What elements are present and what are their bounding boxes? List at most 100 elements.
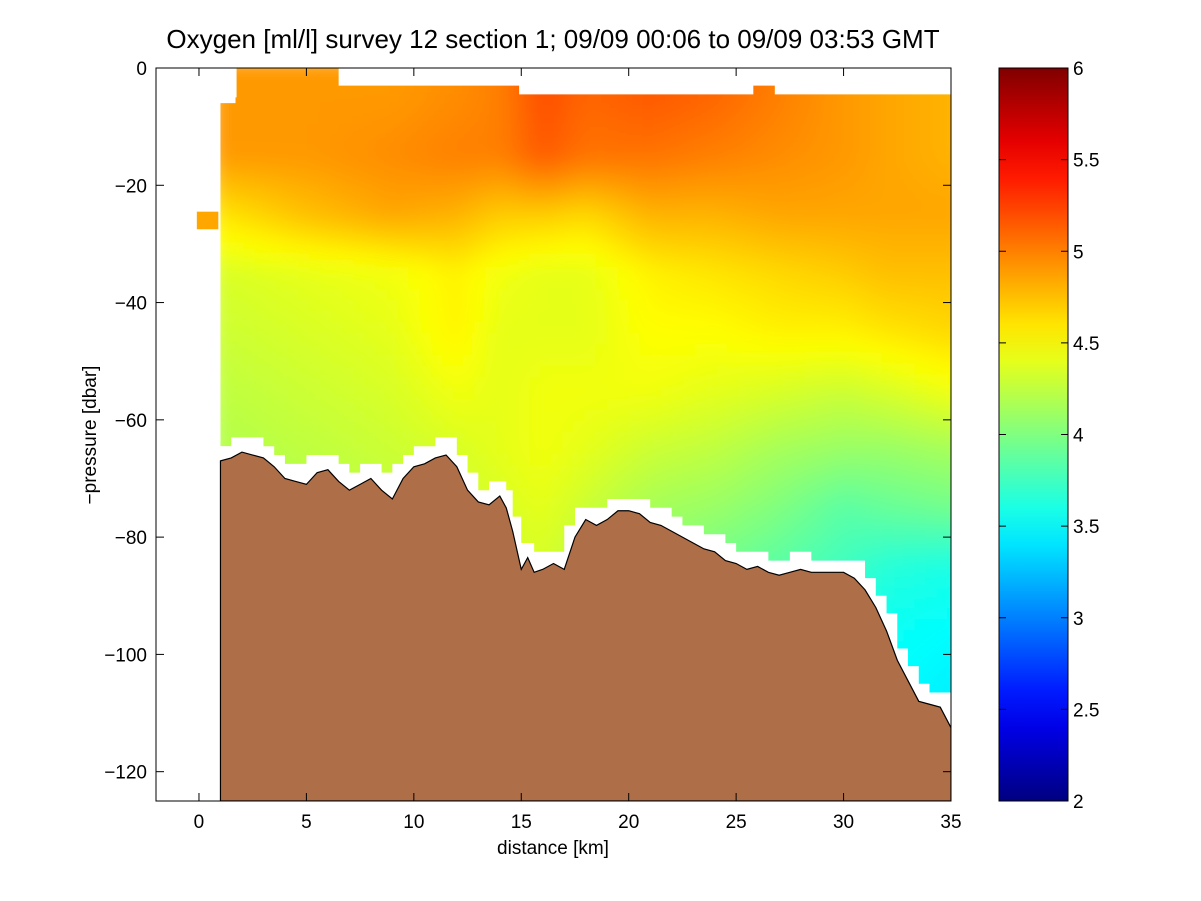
oxygen-field-cell [331,223,344,235]
oxygen-field-cell [430,289,443,301]
oxygen-field-cell [441,102,454,114]
oxygen-field-cell [771,201,784,213]
oxygen-field-cell [485,311,498,323]
oxygen-field-cell [815,476,828,488]
oxygen-field-cell [771,806,783,818]
oxygen-field-cell [551,806,563,818]
oxygen-field-cell [463,443,476,455]
oxygen-field-cell [595,267,608,279]
oxygen-field-cell [639,212,652,224]
oxygen-field-cell [914,531,927,543]
oxygen-field-cell [958,465,970,477]
oxygen-field-cell [925,377,938,389]
oxygen-field-cell [485,201,498,213]
oxygen-field-cell [914,289,927,301]
oxygen-field-cell [287,256,300,268]
oxygen-field-cell [815,256,828,268]
oxygen-field-cell [760,388,773,400]
oxygen-field-cell [826,465,839,477]
oxygen-field-cell [529,498,542,510]
oxygen-field-cell [947,685,951,697]
oxygen-field-cell [287,212,300,224]
oxygen-field-cell [551,212,564,224]
oxygen-field-cell [441,113,454,125]
oxygen-field-cell [320,190,333,202]
oxygen-field-cell [606,421,619,433]
oxygen-field-cell [859,223,872,235]
oxygen-field-cell [496,289,509,301]
oxygen-field-cell [474,157,487,169]
oxygen-field-cell [551,102,564,114]
oxygen-field-cell [562,135,575,147]
oxygen-field-cell [936,487,949,499]
oxygen-field-cell [947,91,951,103]
oxygen-field-cell [298,366,311,378]
oxygen-field-cell [958,289,970,301]
oxygen-field-cell [727,113,740,125]
oxygen-field-cell [265,377,278,389]
oxygen-field-cell [826,443,839,455]
oxygen-field-cell [529,322,542,334]
oxygen-field-cell [331,102,344,114]
oxygen-field-cell [617,190,630,202]
oxygen-field-cell [551,289,564,301]
oxygen-field-cell [320,245,333,257]
oxygen-field-cell [254,168,267,180]
oxygen-field-cell [573,421,586,433]
oxygen-field-cell [793,245,806,257]
oxygen-field-cell [540,443,553,455]
oxygen-field-cell [771,454,784,466]
oxygen-field-cell [243,168,256,180]
oxygen-field-cell [650,201,663,213]
oxygen-field-cell [573,311,586,323]
oxygen-field-cell [463,223,476,235]
oxygen-field-cell [474,377,487,389]
oxygen-field-cell [551,432,564,444]
oxygen-field-cell [573,113,586,125]
oxygen-field-cell [485,223,498,235]
oxygen-field-cell [793,487,806,499]
oxygen-field-cell [870,212,883,224]
oxygen-field-cell [617,399,630,411]
oxygen-field-cell [628,289,641,301]
oxygen-field-cell [826,410,839,422]
oxygen-field-cell [606,432,619,444]
oxygen-field-cell [386,410,399,422]
oxygen-field-cell [870,366,883,378]
oxygen-field-cell [331,91,344,103]
oxygen-field-cell [936,157,949,169]
oxygen-field-cell [562,102,575,114]
oxygen-field-cell [320,124,333,136]
oxygen-field-cell [672,487,685,499]
oxygen-field-cell [463,146,476,158]
oxygen-field-cell [947,157,951,169]
oxygen-field-cell [683,278,696,290]
oxygen-field-cell [463,234,476,246]
oxygen-field-cell [804,333,817,345]
oxygen-field-cell [749,135,762,147]
oxygen-field-cell [419,289,432,301]
oxygen-field-cell [298,69,311,81]
oxygen-field-cell [947,300,951,312]
oxygen-field-cell [793,157,806,169]
oxygen-field-cell [287,69,300,81]
oxygen-field-cell [947,146,951,158]
oxygen-field-cell [485,256,498,268]
oxygen-field-cell [804,146,817,158]
oxygen-field-cell [958,388,970,400]
oxygen-field-cell [760,256,773,268]
oxygen-field-cell [518,432,531,444]
oxygen-field-cell [617,201,630,213]
oxygen-field-cell [958,58,970,70]
oxygen-field-cell [309,113,322,125]
oxygen-field-cell [804,168,817,180]
oxygen-field-cell [837,487,850,499]
oxygen-field-cell [540,465,553,477]
oxygen-field-cell [628,344,641,356]
oxygen-field-cell [265,278,278,290]
oxygen-field-cell [793,476,806,488]
oxygen-field-cell [815,289,828,301]
oxygen-field-cell [859,509,872,521]
oxygen-field-cell [947,542,951,554]
oxygen-field-cell [430,234,443,246]
